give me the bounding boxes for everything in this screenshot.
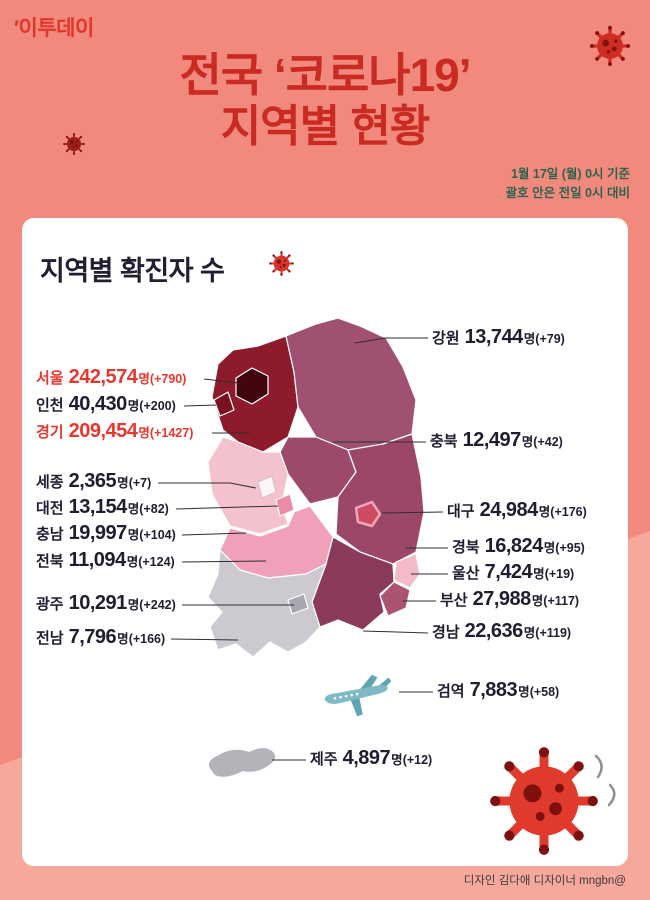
- region-name: 충북: [430, 433, 458, 450]
- region-count: 7,796: [68, 626, 117, 648]
- region-name: 제주: [310, 751, 338, 768]
- region-unit-delta: 명(+176): [538, 505, 587, 519]
- region-unit-delta: 명(+19): [533, 567, 575, 581]
- etoday-logo: ′이투데이: [14, 17, 94, 40]
- region-unit-delta: 명(+124): [126, 555, 175, 569]
- region-count: 24,984: [479, 499, 539, 521]
- page-title: 전국 ‘코로나19’ 지역별 현황: [0, 49, 650, 151]
- region-name: 강원: [432, 330, 460, 347]
- region-name: 대전: [36, 500, 64, 517]
- region-label-gyeongnam: 경남 22,636 명(+119): [432, 620, 571, 643]
- region-unit-delta: 명(+200): [127, 399, 176, 413]
- date-line2: 괄호 안은 전일 0시 대비: [505, 185, 630, 200]
- region-unit-delta: 명(+1427): [138, 426, 194, 440]
- region-name: 인천: [36, 397, 64, 414]
- region-label-daejeon: 대전 13,154 명(+82): [36, 496, 169, 519]
- region-unit-delta: 명(+242): [127, 598, 176, 612]
- region-name: 전남: [36, 630, 64, 647]
- region-name: 부산: [440, 592, 468, 609]
- region-name: 충남: [36, 526, 64, 543]
- region-count: 10,291: [68, 592, 128, 614]
- region-label-gyeonggi: 경기 209,454 명(+1427): [36, 420, 193, 443]
- region-count: 11,094: [68, 549, 127, 571]
- region-unit-delta: 명(+790): [138, 372, 187, 386]
- region-unit-delta: 명(+119): [523, 626, 572, 640]
- region-name: 경북: [452, 539, 480, 556]
- region-label-jeju: 제주 4,897 명(+12): [310, 747, 432, 770]
- region-count: 2,365: [68, 470, 117, 492]
- region-label-gyeongbuk: 경북 16,824 명(+95): [452, 535, 585, 558]
- region-count: 4,897: [342, 747, 391, 769]
- region-name: 세종: [36, 474, 64, 491]
- region-count: 16,824: [484, 535, 544, 557]
- designer-credit: 디자인 김다애 디자이너 mngbn@: [463, 875, 626, 887]
- region-unit-delta: 명(+95): [543, 541, 585, 555]
- region-label-gwangju: 광주 10,291 명(+242): [36, 592, 176, 615]
- region-label-quarantine: 검역 7,883 명(+58): [437, 679, 559, 702]
- region-count: 7,883: [469, 679, 518, 701]
- region-label-gangwon: 강원 13,744 명(+79): [432, 326, 565, 349]
- region-count: 12,497: [462, 429, 522, 451]
- region-unit-delta: 명(+58): [518, 685, 560, 699]
- region-count: 27,988: [472, 588, 532, 610]
- region-unit-delta: 명(+42): [521, 435, 563, 449]
- region-unit-delta: 명(+7): [117, 476, 152, 490]
- region-unit-delta: 명(+82): [127, 502, 169, 516]
- region-count: 13,744: [464, 326, 524, 348]
- region-label-seoul: 서울 242,574 명(+790): [36, 366, 186, 389]
- region-name: 광주: [36, 596, 64, 613]
- region-label-chungbuk: 충북 12,497 명(+42): [430, 429, 563, 452]
- card-heading: 지역별 확진자 수: [40, 256, 225, 286]
- region-count: 22,636: [464, 620, 524, 642]
- region-count: 242,574: [68, 366, 138, 388]
- region-label-ulsan: 울산 7,424 명(+19): [452, 561, 574, 584]
- region-count: 209,454: [68, 420, 138, 442]
- region-label-sejong: 세종 2,365 명(+7): [36, 470, 151, 493]
- region-count: 19,997: [68, 522, 128, 544]
- title-line1: 전국 ‘코로나19’: [179, 49, 471, 101]
- region-name: 서울: [36, 370, 64, 387]
- region-label-jeonbuk: 전북 11,094 명(+124): [36, 549, 175, 572]
- region-unit-delta: 명(+104): [127, 528, 176, 542]
- date-reference: 1월 17일 (월) 0시 기준 괄호 안은 전일 0시 대비: [506, 165, 630, 203]
- region-unit-delta: 명(+166): [117, 632, 166, 646]
- region-label-incheon: 인천 40,430 명(+200): [36, 393, 176, 416]
- date-line1: 1월 17일 (월) 0시 기준: [510, 167, 630, 181]
- region-unit-delta: 명(+79): [523, 332, 565, 346]
- region-label-busan: 부산 27,988 명(+117): [440, 588, 579, 611]
- region-name: 대구: [447, 503, 475, 520]
- region-name: 검역: [437, 683, 465, 700]
- region-label-chungnam: 충남 19,997 명(+104): [36, 522, 176, 545]
- region-name: 울산: [452, 565, 480, 582]
- region-name: 경남: [432, 624, 460, 641]
- title-line2: 지역별 현황: [220, 101, 431, 151]
- region-count: 7,424: [484, 561, 533, 583]
- region-name: 전북: [36, 553, 64, 570]
- region-name: 경기: [36, 424, 64, 441]
- region-unit-delta: 명(+12): [391, 753, 433, 767]
- region-label-daegu: 대구 24,984 명(+176): [447, 499, 587, 522]
- region-count: 13,154: [68, 496, 128, 518]
- region-label-jeonnam: 전남 7,796 명(+166): [36, 626, 165, 649]
- region-count: 40,430: [68, 393, 128, 415]
- region-unit-delta: 명(+117): [531, 594, 580, 608]
